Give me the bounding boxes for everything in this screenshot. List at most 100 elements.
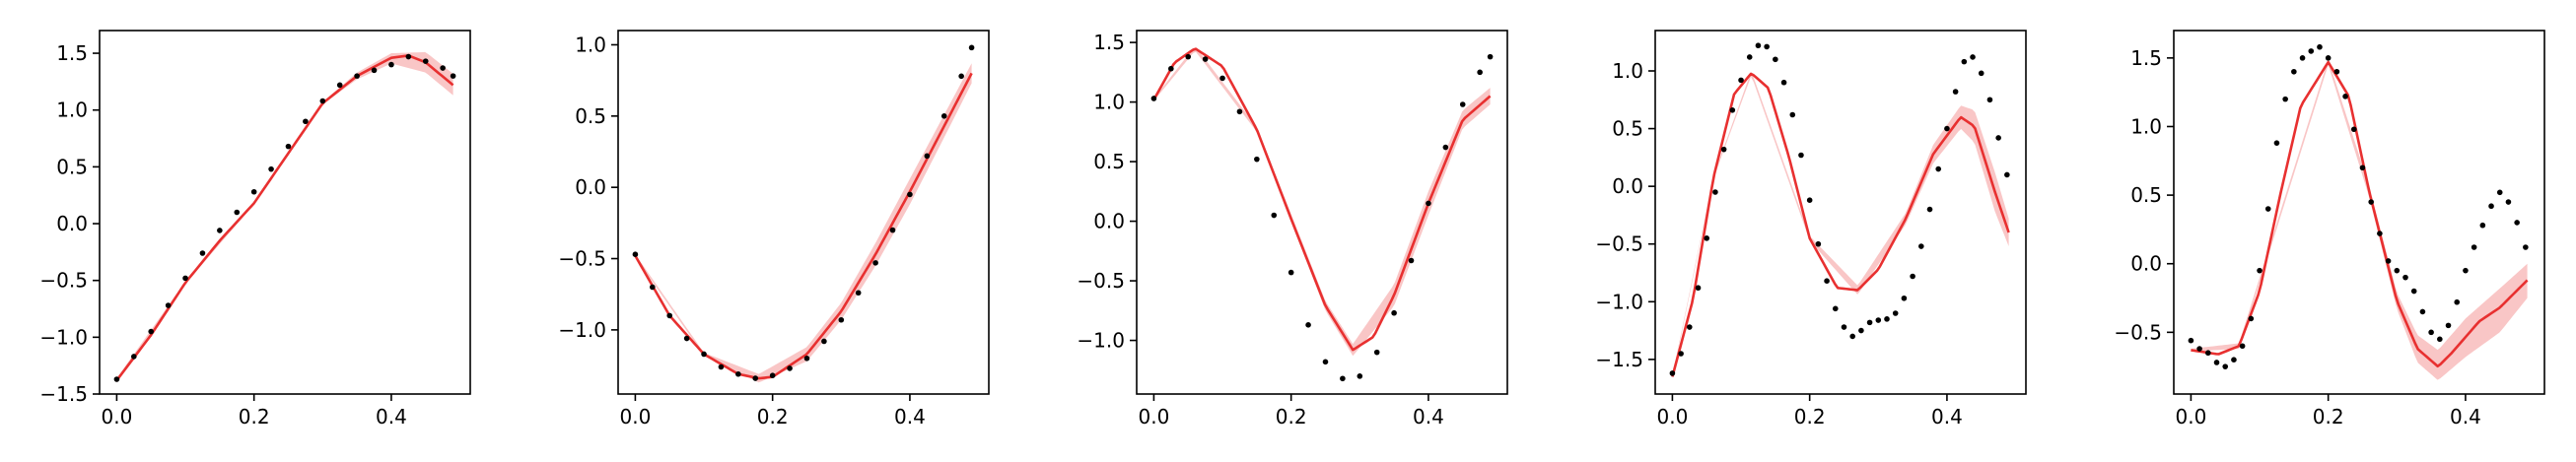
observation-point <box>2471 244 2477 250</box>
observation-point <box>422 58 429 64</box>
x-tick-label: 0.0 <box>102 405 133 429</box>
observation-point <box>2248 315 2255 322</box>
observation-point <box>371 67 378 74</box>
observation-point <box>1952 89 1959 95</box>
y-tick-label: 0.5 <box>2130 183 2162 207</box>
observation-point <box>1995 135 2001 141</box>
plot-area <box>2188 43 2529 380</box>
axes-frame <box>99 30 471 395</box>
plot-area <box>632 44 975 383</box>
observation-point <box>1901 295 1908 301</box>
x-tick-label: 0.4 <box>894 405 926 429</box>
y-tick-label: 1.0 <box>56 99 88 122</box>
observation-point <box>1459 101 1466 107</box>
observation-point <box>2196 346 2202 352</box>
observation-point <box>405 53 412 60</box>
observation-point <box>821 338 827 345</box>
observation-point <box>1841 324 1847 330</box>
observation-point <box>319 98 326 104</box>
plot-area <box>1669 42 2010 378</box>
observation-point <box>803 356 810 362</box>
x-tick-label: 0.2 <box>2313 405 2344 429</box>
observation-point <box>752 375 759 381</box>
y-tick-label: 1.5 <box>56 41 88 65</box>
observation-point <box>1254 156 1260 163</box>
observation-point <box>1986 97 1993 103</box>
observation-point <box>769 372 776 378</box>
uncertainty-band <box>116 51 453 383</box>
observation-point <box>234 209 241 216</box>
observation-point <box>1695 285 1702 292</box>
observation-point <box>666 312 673 319</box>
y-tick-label: 0.0 <box>56 212 88 235</box>
observation-point <box>285 143 292 150</box>
observation-point <box>336 82 343 89</box>
y-tick-label: 1.0 <box>575 33 606 56</box>
observation-point <box>2402 274 2408 281</box>
observation-point <box>718 363 725 370</box>
observation-point <box>1168 65 1174 72</box>
observation-point <box>1832 305 1839 312</box>
observation-point <box>1340 375 1346 382</box>
observation-point <box>2514 220 2520 226</box>
y-tick-label: 0.5 <box>56 155 88 178</box>
observation-point <box>2350 126 2357 133</box>
observation-point <box>1866 319 1873 326</box>
y-tick-label: 0.5 <box>575 104 606 128</box>
observation-point <box>1426 200 1431 207</box>
observation-point <box>2394 267 2401 274</box>
observation-point <box>701 351 707 358</box>
mean-line <box>1152 47 1492 352</box>
chart-panel-4: 0.0 0.2 0.4 −1.5 −1.0 −0.5 0.0 0.5 1.0 <box>1595 30 2027 429</box>
observation-point <box>1755 42 1762 49</box>
observation-point <box>1305 322 1311 328</box>
observation-point <box>2264 206 2271 212</box>
x-tick-label: 0.4 <box>2450 405 2481 429</box>
x-tick-label: 0.0 <box>1139 405 1170 429</box>
x-tick-label: 0.0 <box>1657 405 1689 429</box>
observation-point <box>1236 108 1243 115</box>
observation-point <box>2213 360 2220 365</box>
observation-point <box>2410 288 2417 295</box>
observation-point <box>440 65 446 71</box>
observation-point <box>1408 257 1415 264</box>
observation-point <box>2505 199 2512 205</box>
observation-point <box>165 302 172 308</box>
y-tick-label: 0.0 <box>575 175 606 199</box>
observation-point <box>2325 55 2332 61</box>
observation-point <box>1219 75 1225 82</box>
x-tick-label: 0.2 <box>1276 405 1307 429</box>
observation-point <box>855 290 862 297</box>
observation-point <box>2463 267 2469 274</box>
observation-point <box>872 260 878 266</box>
y-tick-label: −1.0 <box>558 318 606 342</box>
observation-point <box>1738 77 1744 84</box>
observation-point <box>450 73 456 79</box>
observation-point <box>2368 199 2374 205</box>
observation-point <box>303 118 309 125</box>
observation-point <box>250 188 257 195</box>
observation-point <box>1806 197 1813 203</box>
y-tick-label: 0.0 <box>2130 252 2162 276</box>
observation-point <box>907 191 913 198</box>
observation-point <box>650 284 656 291</box>
uncertainty-band <box>1672 72 2009 378</box>
x-tick-label: 0.4 <box>376 405 407 429</box>
observation-point <box>632 251 639 257</box>
observation-point <box>1961 58 1968 65</box>
chart-panel-1: 0.0 0.2 0.4 −1.5 −1.0 −0.5 0.0 0.5 1.0 1.5 <box>39 30 471 429</box>
observation-point <box>199 250 206 256</box>
x-tick-label: 0.4 <box>1413 405 1444 429</box>
observation-point <box>2479 222 2486 229</box>
y-tick-label: −0.5 <box>1077 269 1125 293</box>
observation-point <box>889 227 896 233</box>
axes-frame <box>1136 30 1508 395</box>
observation-point <box>1202 56 1209 62</box>
y-tick-label: 0.0 <box>1093 210 1125 233</box>
y-tick-label: 1.0 <box>1093 91 1125 114</box>
mean-line <box>1671 72 2010 377</box>
observation-point <box>1687 324 1693 330</box>
axes-frame <box>2173 30 2545 395</box>
observation-point <box>940 113 947 119</box>
